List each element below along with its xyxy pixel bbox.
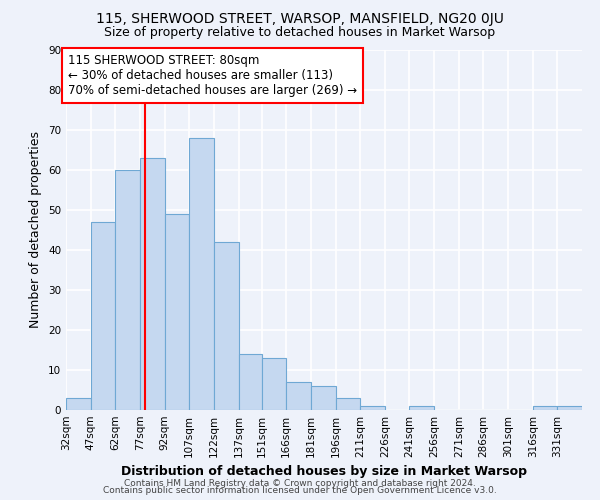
Bar xyxy=(409,406,434,410)
Bar xyxy=(91,222,115,410)
Text: 115 SHERWOOD STREET: 80sqm
← 30% of detached houses are smaller (113)
70% of sem: 115 SHERWOOD STREET: 80sqm ← 30% of deta… xyxy=(68,54,357,97)
Y-axis label: Number of detached properties: Number of detached properties xyxy=(29,132,43,328)
Bar xyxy=(164,214,189,410)
Bar xyxy=(140,158,164,410)
Bar xyxy=(239,354,262,410)
Text: Contains HM Land Registry data © Crown copyright and database right 2024.: Contains HM Land Registry data © Crown c… xyxy=(124,478,476,488)
Bar xyxy=(335,398,360,410)
Bar xyxy=(286,382,311,410)
Bar xyxy=(115,170,140,410)
X-axis label: Distribution of detached houses by size in Market Warsop: Distribution of detached houses by size … xyxy=(121,466,527,478)
Bar xyxy=(311,386,335,410)
Bar xyxy=(262,358,286,410)
Bar xyxy=(557,406,582,410)
Text: Size of property relative to detached houses in Market Warsop: Size of property relative to detached ho… xyxy=(104,26,496,39)
Bar xyxy=(533,406,557,410)
Text: Contains public sector information licensed under the Open Government Licence v3: Contains public sector information licen… xyxy=(103,486,497,495)
Text: 115, SHERWOOD STREET, WARSOP, MANSFIELD, NG20 0JU: 115, SHERWOOD STREET, WARSOP, MANSFIELD,… xyxy=(96,12,504,26)
Bar xyxy=(66,398,91,410)
Bar xyxy=(360,406,385,410)
Bar xyxy=(189,138,214,410)
Bar xyxy=(214,242,239,410)
